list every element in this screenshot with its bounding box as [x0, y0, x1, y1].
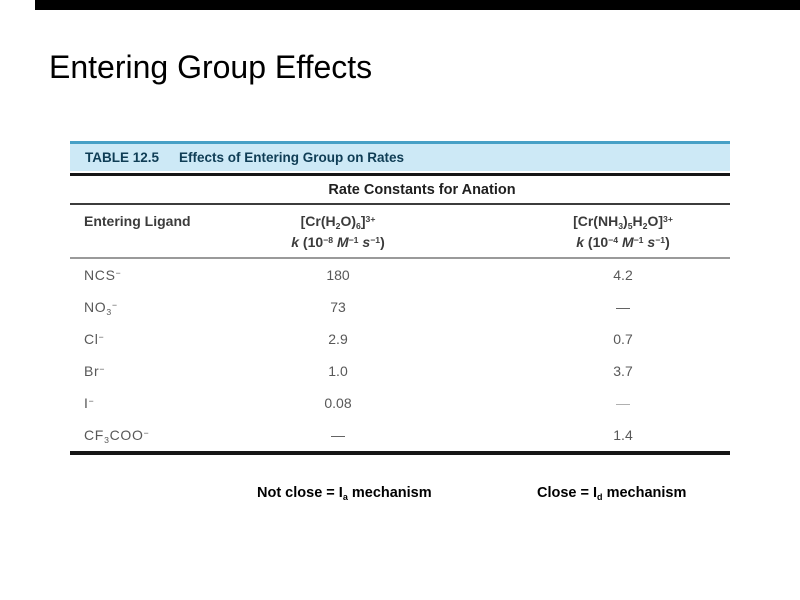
table-row-ncs: NCS− 180 4.2 [70, 259, 730, 291]
value-cell: 73 [330, 299, 346, 315]
col3-units: k (10−4 M−1 s−1) [576, 234, 670, 250]
ligand-cell: NO3− [84, 299, 118, 318]
ligand-cell: NCS− [84, 267, 122, 283]
column-header-row: Entering Ligand [Cr(H2O)6]3+ k (10−8 M−1… [70, 205, 730, 257]
rule-below-band [70, 173, 730, 176]
value-cell: 4.2 [613, 267, 633, 283]
value-cell: — [616, 395, 630, 411]
table-row-cf3coo: CF3COO− — 1.4 [70, 419, 730, 451]
col2-formula: [Cr(H2O)6]3+ [300, 213, 376, 232]
table-number-label: TABLE 12.5 [85, 150, 160, 165]
ligand-cell: I− [84, 395, 95, 411]
table-header-band: TABLE 12.5 Effects of Entering Group on … [70, 141, 730, 171]
column-header-cr-h2o: [Cr(H2O)6]3+ k (10−8 M−1 s−1) [210, 211, 466, 253]
column-header-cr-nh3: [Cr(NH3)5H2O]3+ k (10−4 M−1 s−1) [466, 211, 730, 253]
rule-below-headers [70, 257, 730, 259]
column-header-entering-ligand: Entering Ligand [84, 213, 191, 229]
ligand-cell: CF3COO− [84, 427, 150, 446]
rates-table: TABLE 12.5 Effects of Entering Group on … [70, 141, 730, 455]
value-cell: 180 [326, 267, 350, 283]
ligand-cell: Br− [84, 363, 106, 379]
table-row-i: I− 0.08 — [70, 387, 730, 419]
table-row-cl: Cl− 2.9 0.7 [70, 323, 730, 355]
table-row-no3: NO3− 73 — [70, 291, 730, 323]
value-cell: 3.7 [613, 363, 633, 379]
slide-title: Entering Group Effects [49, 49, 373, 85]
value-cell: 2.9 [328, 331, 348, 347]
table-heading: Effects of Entering Group on Rates [179, 150, 405, 165]
value-cell: 1.0 [328, 363, 348, 379]
rule-below-subtitle [70, 203, 730, 205]
col2-units: k (10−8 M−1 s−1) [291, 234, 385, 250]
value-cell: 1.4 [613, 427, 633, 443]
caption-not-close-ia: Not close = Ia mechanism [257, 485, 432, 503]
ligand-cell: Cl− [84, 331, 105, 347]
value-cell: 0.7 [613, 331, 633, 347]
value-cell: 0.08 [324, 395, 352, 411]
value-cell: — [616, 299, 630, 315]
table-subtitle: Rate Constants for Anation [328, 181, 516, 198]
rule-table-bottom [70, 451, 730, 455]
col3-formula: [Cr(NH3)5H2O]3+ [573, 213, 673, 232]
caption-close-id: Close = Id mechanism [537, 485, 687, 503]
value-cell: — [331, 427, 345, 443]
table-row-br: Br− 1.0 3.7 [70, 355, 730, 387]
slide-top-bar [35, 0, 800, 10]
